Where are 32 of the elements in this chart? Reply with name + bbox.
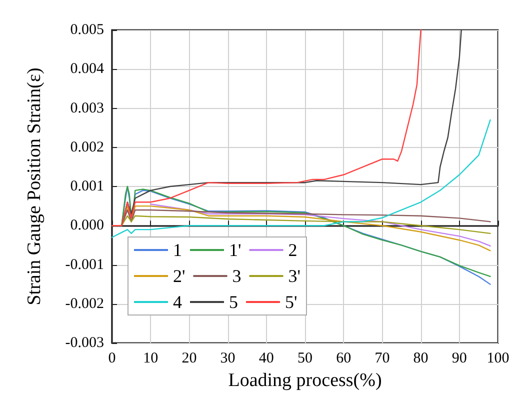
y-axis-title: Strain Gauge Position Strain(ε)	[24, 68, 45, 306]
x-tick-label: 40	[258, 350, 274, 366]
legend-label: 3'	[288, 266, 300, 286]
x-tick-label: 0	[108, 350, 116, 366]
y-tick-label: 0.003	[70, 100, 104, 116]
legend-label: 1'	[229, 240, 242, 260]
y-tick-label: -0.003	[65, 335, 104, 351]
x-tick-label: 20	[182, 350, 197, 366]
legend-label: 2'	[173, 266, 186, 286]
legend-label: 5	[229, 292, 238, 312]
legend-label: 4	[173, 292, 182, 312]
legend-label: 1	[173, 240, 182, 260]
y-tick-label: 0.002	[70, 139, 104, 156]
y-tick-label: -0.002	[65, 296, 104, 312]
x-tick-label: 100	[486, 350, 510, 366]
x-tick-label: 10	[143, 350, 158, 366]
x-tick-label: 80	[413, 350, 428, 366]
legend-label: 3	[232, 266, 242, 286]
x-tick-label: 30	[220, 350, 236, 366]
y-tick-label: 0.005	[70, 22, 104, 38]
x-tick-label: 50	[298, 350, 312, 366]
y-tick-label: 0.004	[70, 61, 104, 78]
x-tick-label: 60	[336, 350, 352, 366]
y-tick-label: 0.001	[70, 178, 104, 194]
line-series	[111, 119, 491, 238]
x-axis-title: Loading process(%)	[228, 370, 382, 391]
x-tick-label: 90	[452, 350, 467, 366]
y-tick-label: -0.001	[65, 256, 104, 273]
legend-label: 2	[288, 240, 298, 260]
y-tick-label: 0.000	[70, 218, 104, 234]
x-tick-label: 70	[374, 350, 390, 366]
legend-label: 5'	[285, 292, 298, 312]
